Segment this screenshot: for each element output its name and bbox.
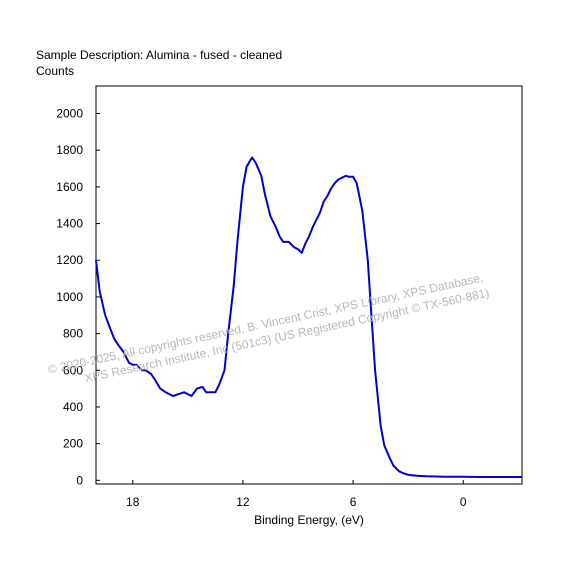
y-tick-label: 1400 xyxy=(56,217,83,231)
y-tick-label: 1200 xyxy=(56,253,83,267)
chart-title: Sample Description: Alumina - fused - cl… xyxy=(36,48,282,62)
watermark-line-2: XPS Research Institute, Inc (501c3) (US … xyxy=(83,286,490,386)
y-tick-label: 400 xyxy=(63,400,83,414)
y-axis-label: Counts xyxy=(36,64,74,78)
y-tick-label: 600 xyxy=(63,363,83,377)
y-tick-label: 2000 xyxy=(56,107,83,121)
watermark: © 2020-2025, All copyrights reserved, B.… xyxy=(47,271,491,386)
plot-area-frame xyxy=(95,85,523,485)
y-tick-label: 800 xyxy=(63,327,83,341)
y-axis: 0 200 400 600 800 1000 1200 1400 1600 1800 2000 xyxy=(56,107,100,487)
y-tick-label: 1000 xyxy=(56,290,83,304)
spectrum-line xyxy=(95,156,522,478)
x-tick-label: 18 xyxy=(126,495,140,509)
x-tick-label: 6 xyxy=(350,495,357,509)
watermark-line-1: © 2020-2025, All copyrights reserved, B.… xyxy=(47,271,485,377)
x-axis: 18 12 6 0 xyxy=(126,480,467,509)
y-tick-label: 1600 xyxy=(56,180,83,194)
x-tick-label: 12 xyxy=(236,495,250,509)
series-layer xyxy=(95,156,522,478)
y-tick-label: 0 xyxy=(76,473,83,487)
y-tick-label: 1800 xyxy=(56,143,83,157)
x-tick-label: 0 xyxy=(460,495,467,509)
x-axis-label: Binding Energy, (eV) xyxy=(254,513,364,527)
y-tick-label: 200 xyxy=(63,437,83,451)
